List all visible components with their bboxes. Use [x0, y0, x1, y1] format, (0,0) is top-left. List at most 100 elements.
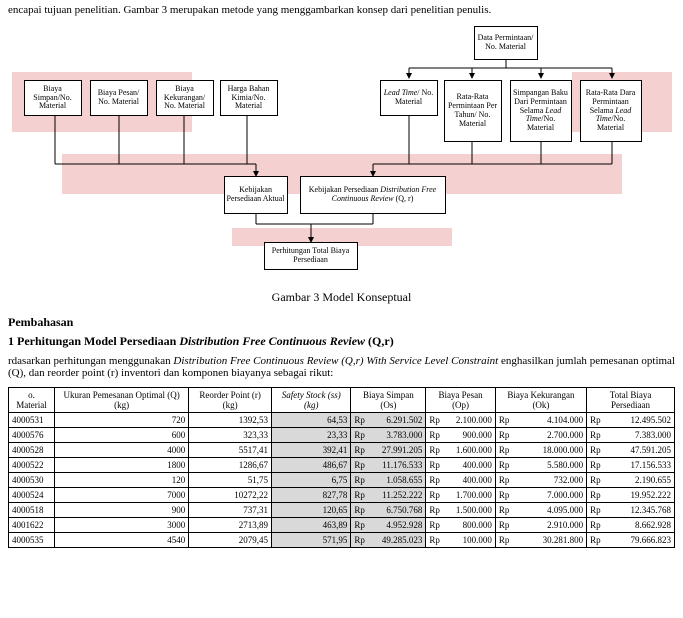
table-cell: 4000522	[9, 458, 55, 473]
table-cell: Rp12.345.768	[587, 503, 675, 518]
table-cell: 51,75	[189, 473, 272, 488]
table-cell: Rp2.910.000	[495, 518, 586, 533]
table-cell: 571,95	[272, 533, 351, 548]
table-cell: Rp79.666.823	[587, 533, 675, 548]
table-cell: 900	[54, 503, 188, 518]
table-cell: 4001622	[9, 518, 55, 533]
table-cell: Rp49.285.023	[351, 533, 426, 548]
results-table: o. Material Ukuran Pemesanan Optimal (Q)…	[8, 387, 675, 548]
table-row: 4000576600323,3323,33Rp3.783.000Rp900.00…	[9, 428, 675, 443]
table-cell: Rp17.156.533	[587, 458, 675, 473]
table-cell: Rp11.176.533	[351, 458, 426, 473]
table-cell: 10272,22	[189, 488, 272, 503]
table-cell: Rp2.190.655	[587, 473, 675, 488]
table-cell: Rp400.000	[426, 473, 495, 488]
table-header: Ukuran Pemesanan Optimal (Q) (kg)	[54, 388, 188, 413]
table-row: 400052840005517,41392,41Rp27.991.205Rp1.…	[9, 443, 675, 458]
table-header: Safety Stock (ss) (kg)	[272, 388, 351, 413]
table-cell: 4000576	[9, 428, 55, 443]
table-cell: Rp2.100.000	[426, 413, 495, 428]
table-cell: 4540	[54, 533, 188, 548]
table-cell: 120,65	[272, 503, 351, 518]
table-cell: Rp732.000	[495, 473, 586, 488]
table-cell: Rp47.591.205	[587, 443, 675, 458]
table-cell: 64,53	[272, 413, 351, 428]
table-cell: Rp7.000.000	[495, 488, 586, 503]
table-cell: 2713,89	[189, 518, 272, 533]
subsection-heading: 1 Perhitungan Model Persediaan Distribut…	[8, 334, 675, 349]
table-cell: Rp4.104.000	[495, 413, 586, 428]
table-cell: 4000524	[9, 488, 55, 503]
table-row: 40005317201392,5364,53Rp6.291.502Rp2.100…	[9, 413, 675, 428]
table-cell: 737,31	[189, 503, 272, 518]
table-cell: 6,75	[272, 473, 351, 488]
table-cell: Rp800.000	[426, 518, 495, 533]
table-header: Reorder Point (r) (kg)	[189, 388, 272, 413]
table-cell: 2079,45	[189, 533, 272, 548]
table-cell: Rp1.600.000	[426, 443, 495, 458]
table-cell: Rp2.700.000	[495, 428, 586, 443]
table-cell: 463,89	[272, 518, 351, 533]
table-cell: 3000	[54, 518, 188, 533]
table-cell: Rp27.991.205	[351, 443, 426, 458]
table-header-row: o. Material Ukuran Pemesanan Optimal (Q)…	[9, 388, 675, 413]
table-cell: Rp19.952.222	[587, 488, 675, 503]
table-cell: Rp6.291.502	[351, 413, 426, 428]
table-row: 400053012051,756,75Rp1.058.655Rp400.000R…	[9, 473, 675, 488]
body-paragraph: rdasarkan perhitungan menggunakan Distri…	[8, 355, 675, 379]
table-cell: 323,33	[189, 428, 272, 443]
node-rata-permintaan-tahun: Rata-Rata Permintaan Per Tahun/ No. Mate…	[444, 80, 502, 142]
table-cell: 5517,41	[189, 443, 272, 458]
table-cell: 7000	[54, 488, 188, 503]
table-cell: Rp4.952.928	[351, 518, 426, 533]
table-cell: 120	[54, 473, 188, 488]
table-cell: 4000531	[9, 413, 55, 428]
table-cell: Rp6.750.768	[351, 503, 426, 518]
node-simpangan-baku: Simpangan Baku Dari Permintaan Selama Le…	[510, 80, 572, 142]
table-cell: 392,41	[272, 443, 351, 458]
table-cell: 23,33	[272, 428, 351, 443]
table-cell: Rp1.700.000	[426, 488, 495, 503]
table-cell: 1800	[54, 458, 188, 473]
table-row: 400053545402079,45571,95Rp49.285.023Rp10…	[9, 533, 675, 548]
node-kebijakan-dfcr: Kebijakan Persediaan Distribution Free C…	[300, 176, 446, 214]
table-cell: 600	[54, 428, 188, 443]
table-cell: Rp1.500.000	[426, 503, 495, 518]
table-cell: 4000535	[9, 533, 55, 548]
table-cell: 720	[54, 413, 188, 428]
table-row: 400162230002713,89463,89Rp4.952.928Rp800…	[9, 518, 675, 533]
table-header: Total Biaya Persediaan	[587, 388, 675, 413]
node-lead-time: Lead Time/ No. Material	[380, 80, 438, 116]
table-cell: Rp8.662.928	[587, 518, 675, 533]
table-cell: Rp900.000	[426, 428, 495, 443]
node-biaya-kekurangan: Biaya Kekurangan/ No. Material	[156, 80, 214, 116]
node-rata-data-leadtime: Rata-Rata Dara Permintaan Selama Lead Ti…	[580, 80, 642, 142]
table-cell: 1286,67	[189, 458, 272, 473]
node-kebijakan-aktual: Kebijakan Persediaan Aktual	[224, 176, 288, 214]
table-cell: 1392,53	[189, 413, 272, 428]
node-harga-bahan: Harga Bahan Kimia/No. Material	[220, 80, 278, 116]
table-header: o. Material	[9, 388, 55, 413]
section-heading: Pembahasan	[8, 315, 675, 330]
table-cell: Rp4.095.000	[495, 503, 586, 518]
table-header: Biaya Simpan (Os)	[351, 388, 426, 413]
table-cell: Rp100.000	[426, 533, 495, 548]
table-cell: Rp400.000	[426, 458, 495, 473]
table-cell: Rp1.058.655	[351, 473, 426, 488]
node-biaya-pesan: Biaya Pesan/ No. Material	[90, 80, 148, 116]
figure-caption: Gambar 3 Model Konseptual	[8, 290, 675, 305]
table-header: Biaya Kekurangan (Ok)	[495, 388, 586, 413]
table-row: 4000518900737,31120,65Rp6.750.768Rp1.500…	[9, 503, 675, 518]
table-cell: 486,67	[272, 458, 351, 473]
table-cell: 4000530	[9, 473, 55, 488]
node-data-permintaan: Data Permintaan/ No. Material	[474, 26, 538, 60]
table-header: Biaya Pesan (Op)	[426, 388, 495, 413]
table-cell: 4000	[54, 443, 188, 458]
node-biaya-simpan: Biaya Simpan/No. Material	[24, 80, 82, 116]
table-cell: 4000518	[9, 503, 55, 518]
table-row: 400052218001286,67486,67Rp11.176.533Rp40…	[9, 458, 675, 473]
concept-diagram: Biaya Simpan/No. Material Biaya Pesan/ N…	[12, 24, 672, 284]
table-cell: Rp7.383.000	[587, 428, 675, 443]
intro-paragraph: encapai tujuan penelitian. Gambar 3 meru…	[8, 4, 675, 16]
table-cell: Rp18.000.000	[495, 443, 586, 458]
